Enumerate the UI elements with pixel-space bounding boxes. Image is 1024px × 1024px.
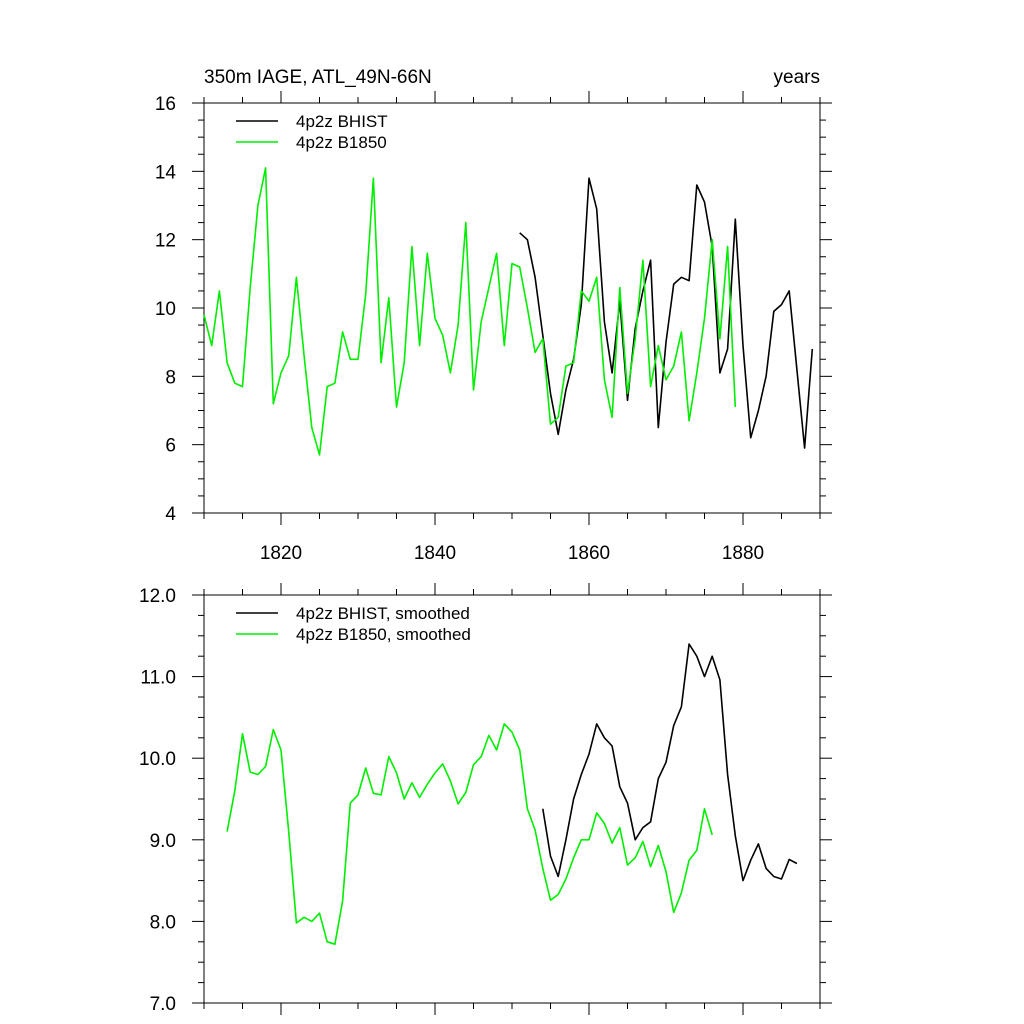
legend-label: 4p2z B1850, smoothed <box>296 625 471 644</box>
y-tick-label: 7.0 <box>150 994 176 1015</box>
legend-label: 4p2z BHIST <box>296 112 388 131</box>
x-tick-label: 1820 <box>260 543 302 564</box>
top-panel: 350m IAGE, ATL_49N-66N years 4 6 8 10 12 14 16… <box>155 67 832 564</box>
y-tick-label: 14 <box>155 162 177 183</box>
x-tick-label: 1840 <box>414 543 456 564</box>
bottom-panel: 7.0 8.0 9.0 10.0 11.0 12.0 4p2z BHIST, smooth… <box>139 583 832 1015</box>
y-tick-label: 8 <box>165 367 176 388</box>
y-tick-label: 11.0 <box>140 668 176 689</box>
y-tick-label: 6 <box>165 436 176 457</box>
plot-frame <box>203 102 821 514</box>
x-tick-label: 1880 <box>722 543 764 564</box>
series-line-1 <box>203 167 737 456</box>
y-tick-label: 4 <box>165 504 176 525</box>
plot-frame <box>203 594 821 1004</box>
y-tick-label: 12.0 <box>139 586 176 607</box>
series-line-0 <box>519 177 814 449</box>
y-tick-label: 9.0 <box>150 831 176 852</box>
legend-label: 4p2z B1850 <box>296 133 387 152</box>
series-line-1 <box>226 723 713 945</box>
y-tick-label: 8.0 <box>150 912 176 933</box>
top-panel-units: years <box>774 67 820 88</box>
x-tick-label: 1860 <box>568 543 610 564</box>
y-tick-label: 10 <box>155 299 176 320</box>
y-tick-label: 10.0 <box>139 749 176 770</box>
series-line-0 <box>542 643 798 882</box>
y-tick-label: 16 <box>155 94 176 115</box>
y-tick-label: 12 <box>155 231 176 252</box>
top-panel-title: 350m IAGE, ATL_49N-66N <box>204 67 432 88</box>
legend-label: 4p2z BHIST, smoothed <box>296 604 470 623</box>
